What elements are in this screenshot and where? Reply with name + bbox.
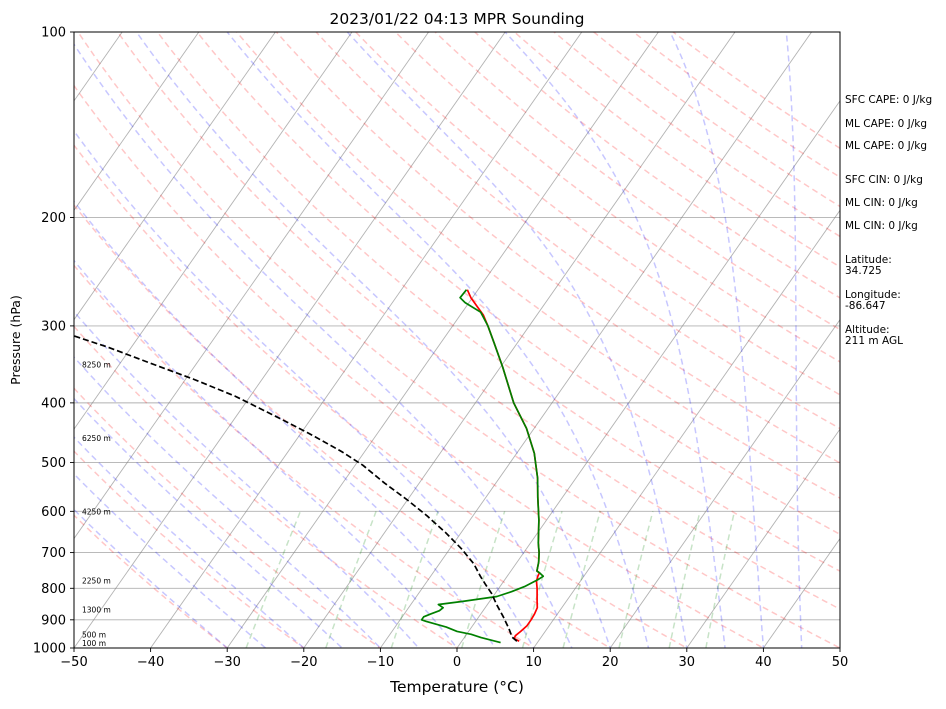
moist-adiabat-line (670, 32, 764, 661)
height-label: 4250 m (82, 508, 111, 517)
dry-adiabat-line (30, 18, 788, 661)
sfc-cape-text: SFC CAPE: 0 J/kg (845, 95, 932, 106)
mixing-ratio-line (246, 511, 300, 648)
height-label: 500 m (82, 631, 106, 640)
x-tick-label: 40 (755, 655, 772, 670)
dry-adiabat-line (108, 18, 943, 661)
x-tick-label: 0 (453, 655, 461, 670)
isotherm-line (227, 32, 658, 648)
y-tick-label: 400 (41, 396, 66, 411)
y-tick-label: 600 (41, 505, 66, 520)
dry-adiabat-line (0, 18, 477, 661)
moist-adiabat-line (0, 32, 393, 661)
moist-adiabat-line (0, 32, 430, 661)
altitude-value: 211 m AGL (845, 336, 903, 347)
dewpoint-trace (422, 290, 544, 643)
moist-adiabat-line (0, 32, 243, 661)
mixing-ratio-line (523, 511, 563, 648)
moist-adiabat-line (0, 32, 356, 661)
mixing-ratio-line (462, 511, 505, 648)
dry-adiabat-line (225, 18, 946, 661)
isotherm-line (74, 32, 505, 648)
ml-cape-text: ML CAPE: 0 J/kg (845, 119, 927, 130)
mixing-ratio-line (391, 511, 438, 648)
x-tick-label: 20 (602, 655, 619, 670)
dry-adiabat-line (0, 18, 322, 661)
y-tick-label: 100 (41, 26, 66, 41)
latitude-value: 34.725 (845, 266, 882, 277)
x-tick-label: −50 (60, 655, 87, 670)
moist-adiabat-line (786, 32, 802, 661)
mixing-ratio-line (326, 511, 376, 648)
y-tick-label: 200 (41, 211, 66, 226)
y-tick-label: 900 (41, 613, 66, 628)
moist-adiabat-line (0, 32, 281, 661)
height-label: 2250 m (82, 577, 111, 586)
height-label: 8250 m (82, 361, 111, 370)
mixing-ratio-line (563, 511, 600, 648)
ml-cin-text-2: ML CIN: 0 J/kg (845, 221, 918, 232)
sfc-cin-text: SFC CIN: 0 J/kg (845, 175, 923, 186)
moist-adiabat-line (10, 32, 541, 661)
y-tick-label: 1000 (33, 642, 66, 657)
x-tick-label: −10 (367, 655, 394, 670)
x-tick-label: −20 (290, 655, 317, 670)
ml-cape-text-2: ML CAPE: 0 J/kg (845, 141, 927, 152)
mixing-ratio-line (619, 511, 653, 648)
height-label: 1300 m (82, 606, 111, 615)
dry-adiabat-line (69, 18, 866, 661)
isotherm-line (304, 32, 735, 648)
moist-adiabat-line (0, 32, 318, 661)
x-axis-label: Temperature (°C) (389, 678, 524, 696)
moist-adiabat-line (0, 32, 467, 661)
sounding-info-panel: SFC CAPE: 0 J/kg ML CAPE: 0 J/kg ML CAPE… (845, 0, 945, 705)
y-tick-label: 700 (41, 546, 66, 561)
longitude-value: -86.647 (845, 301, 886, 312)
x-tick-label: 30 (679, 655, 696, 670)
moist-adiabat-line (66, 32, 577, 661)
x-tick-label: 10 (525, 655, 542, 670)
ml-cin-text: ML CIN: 0 J/kg (845, 198, 918, 209)
x-tick-label: −40 (137, 655, 164, 670)
dry-adiabat-line (186, 18, 946, 661)
y-tick-label: 800 (41, 582, 66, 597)
y-tick-label: 500 (41, 456, 66, 471)
y-axis-label: Pressure (hPa) (8, 295, 23, 385)
dry-adiabat-line (0, 18, 244, 661)
chart-title: 2023/01/22 04:13 MPR Sounding (329, 10, 584, 28)
height-label: 6250 m (82, 434, 111, 443)
height-label: 100 m (82, 639, 106, 648)
isotherm-line (380, 32, 811, 648)
y-tick-label: 300 (41, 319, 66, 334)
dry-adiabat-line (0, 18, 710, 661)
x-tick-label: −30 (213, 655, 240, 670)
